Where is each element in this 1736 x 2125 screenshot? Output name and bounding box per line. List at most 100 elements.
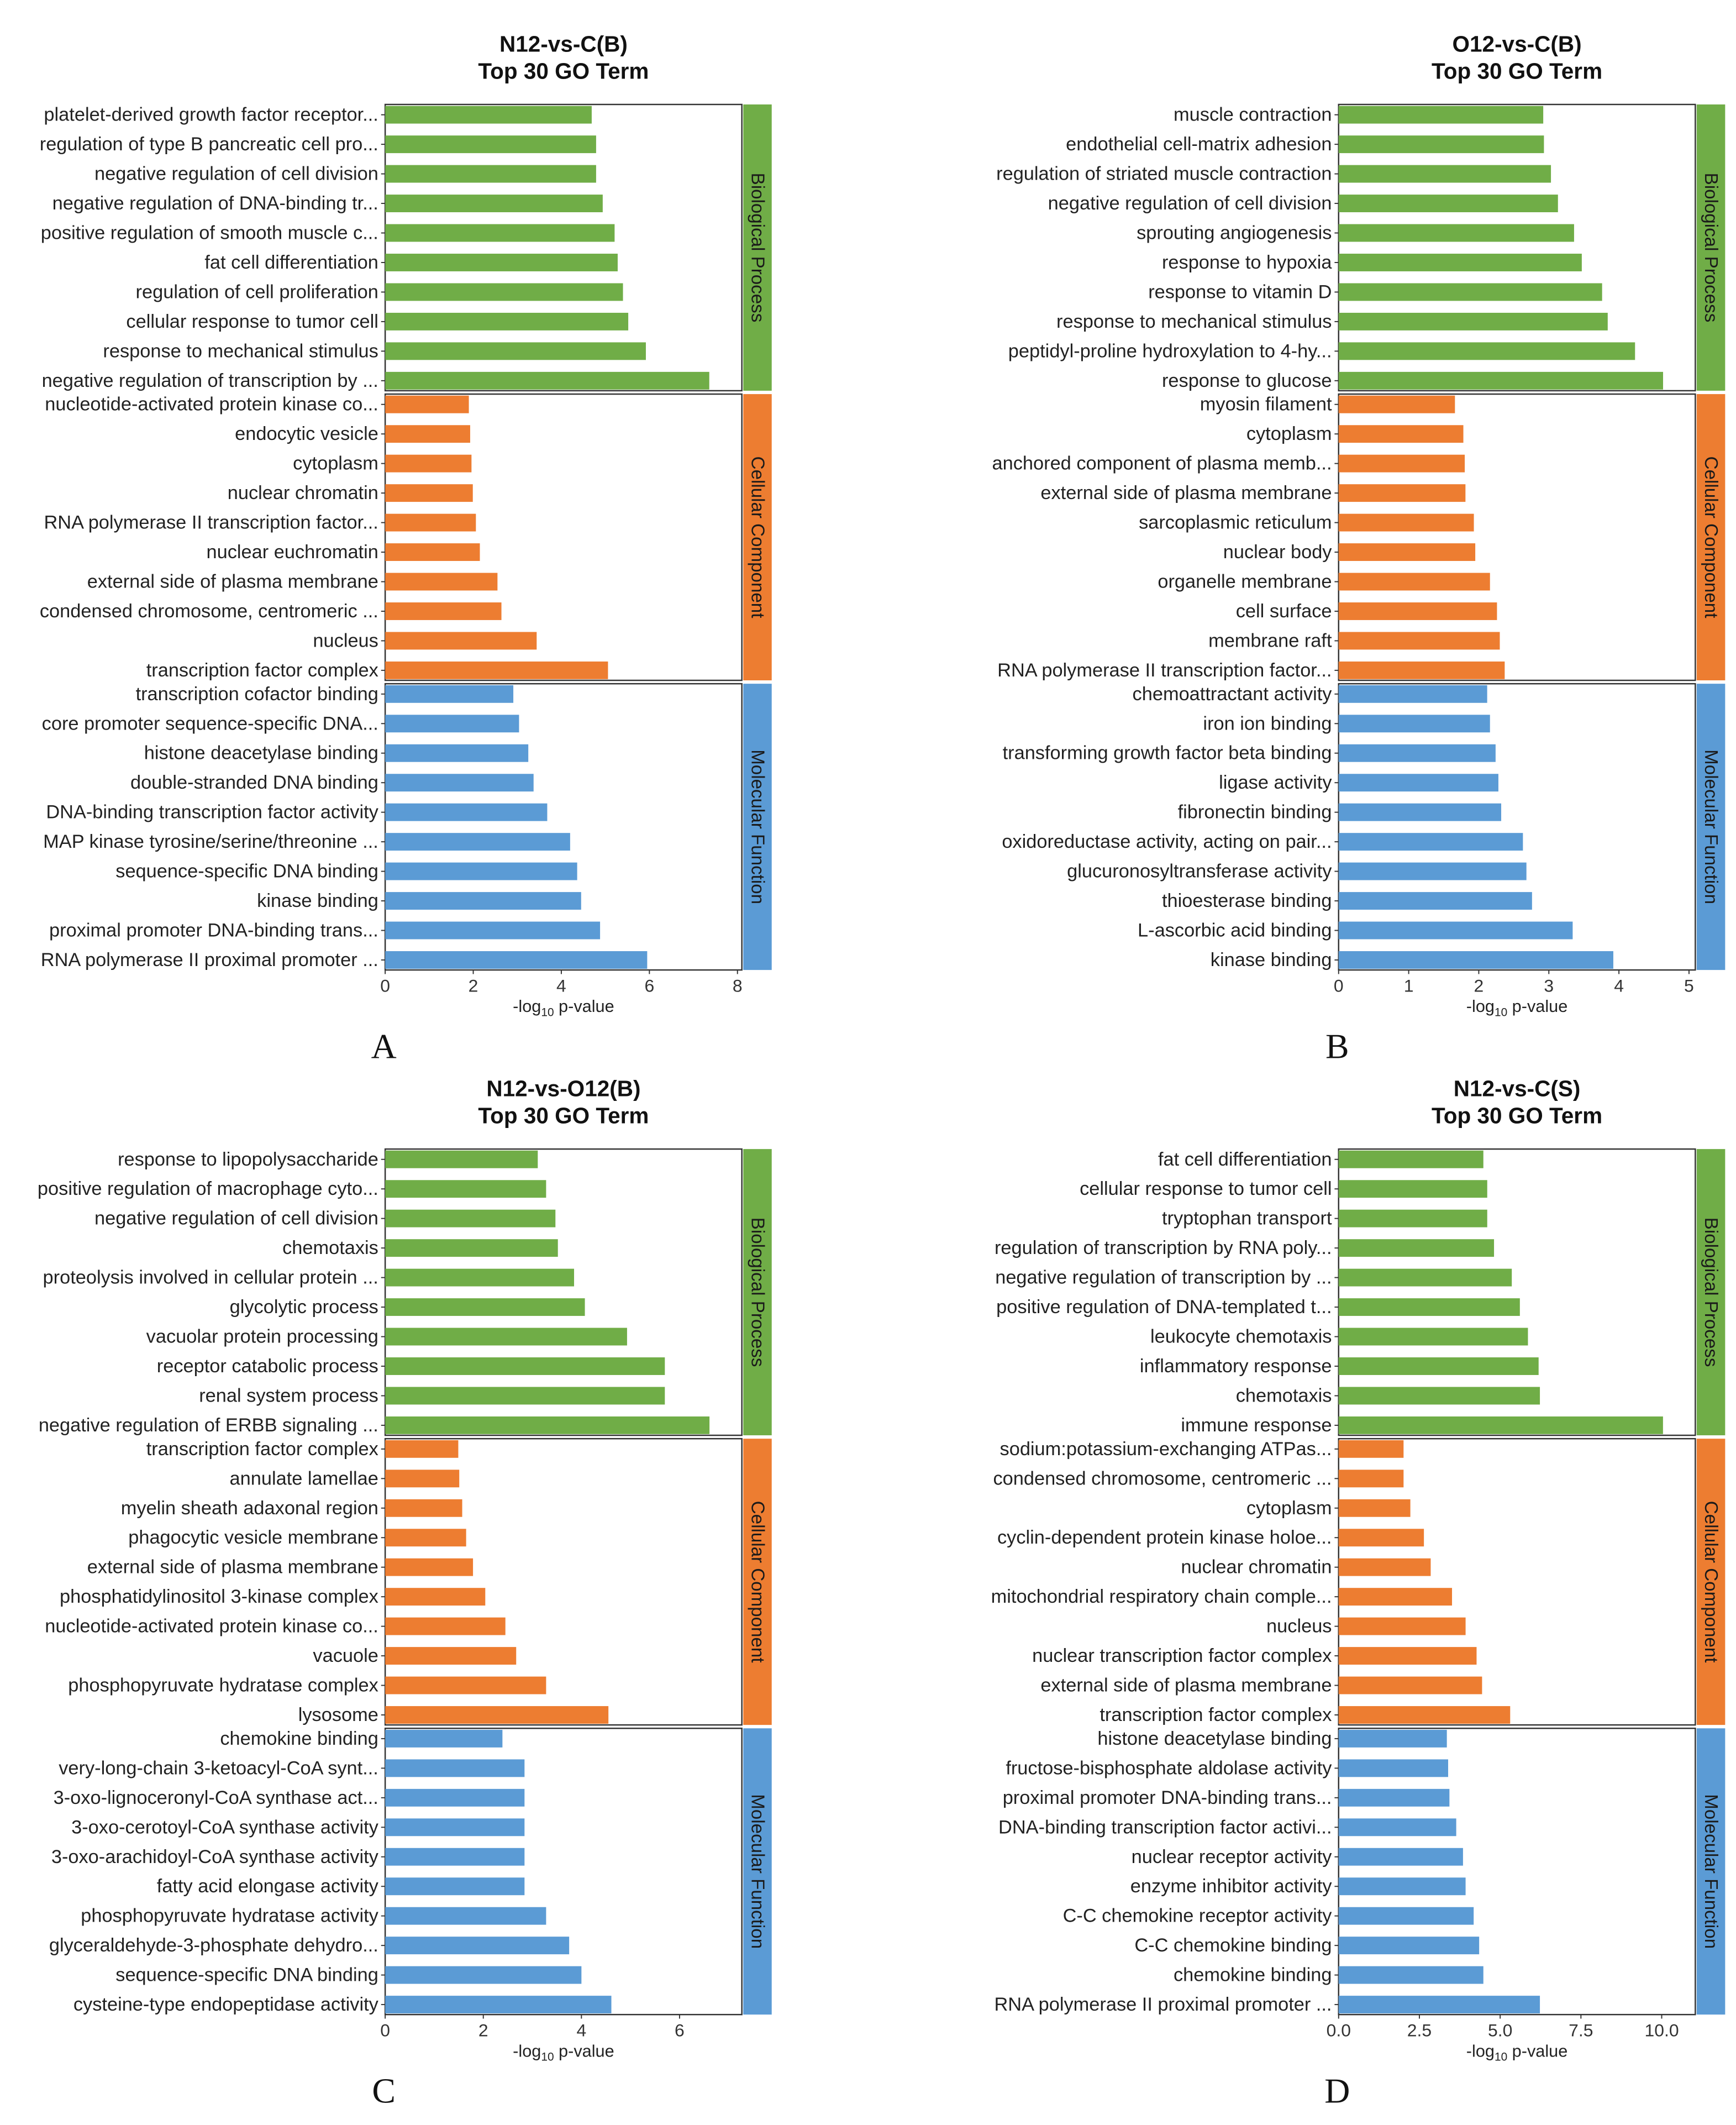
term-label: L-ascorbic acid binding — [1138, 920, 1332, 941]
term-bar — [385, 1558, 474, 1576]
facet-strip — [743, 1149, 772, 1436]
term-bar — [385, 774, 534, 792]
term-label: cytoplasm — [1246, 423, 1332, 444]
term-bar — [385, 661, 608, 679]
facet-cellular-component: sodium:potassium-exchanging ATPas... cond… — [991, 1437, 1726, 1726]
x-tick-label: 0 — [1334, 975, 1344, 995]
term-bar — [1338, 803, 1502, 821]
term-bar — [1338, 1647, 1477, 1665]
term-label: nucleotide-activated protein kinase co..… — [45, 1616, 378, 1637]
term-label: response to glucose — [1162, 370, 1332, 391]
term-bar — [1338, 1499, 1411, 1517]
term-label: very-long-chain 3-ketoacyl-CoA synt... — [59, 1757, 378, 1778]
term-label: vacuolar protein processing — [146, 1326, 378, 1347]
term-bar — [1338, 1239, 1495, 1257]
term-label: condensed chromosome, centromeric ... — [993, 1468, 1332, 1489]
facet-strip-label: Cellular Component — [1701, 1501, 1721, 1663]
term-label: negative regulation of transcription by … — [42, 370, 378, 391]
x-axis-title: -log10 p-value — [1466, 996, 1567, 1019]
panel-letter: B — [1325, 1027, 1349, 1066]
term-bar — [1338, 1529, 1424, 1547]
term-bar — [1338, 1558, 1431, 1576]
term-bar — [385, 1298, 585, 1316]
term-bar — [1338, 1848, 1463, 1866]
term-label: kinase binding — [1211, 949, 1332, 970]
term-label: phosphopyruvate hydratase complex — [68, 1675, 378, 1696]
term-bar — [385, 1328, 627, 1346]
term-bar — [385, 921, 601, 940]
term-label: cyclin-dependent protein kinase holoe... — [997, 1527, 1332, 1548]
term-label: negative regulation of cell division — [1048, 193, 1332, 214]
term-bar — [385, 1416, 710, 1434]
facet-molecular-function: transcription cofactor binding core promo… — [41, 683, 772, 971]
term-bar — [1338, 283, 1602, 301]
panel-d: N12-vs-C(S)Top 30 GO Term fat cell differ… — [991, 1075, 1726, 2111]
facet-strip — [1696, 1728, 1726, 2015]
panel-c: N12-vs-O12(B)Top 30 GO Term response to l… — [38, 1075, 772, 2111]
x-axis: 0 2 4 6 -log10 p-value — [380, 2014, 685, 2064]
x-tick-label: 1 — [1404, 975, 1414, 995]
facet-cellular-component: myosin filament cytoplasm anchored compone… — [992, 393, 1726, 681]
term-label: chemokine binding — [1174, 1965, 1332, 1986]
term-label: glyceraldehyde-3-phosphate dehydro... — [49, 1935, 378, 1956]
term-label: condensed chromosome, centromeric ... — [40, 601, 378, 622]
term-label: fat cell differentiation — [1158, 1149, 1332, 1170]
term-label: cell surface — [1236, 601, 1332, 622]
term-bar — [1338, 513, 1474, 532]
term-label: histone deacetylase binding — [1097, 1728, 1332, 1749]
term-bar — [1338, 921, 1573, 940]
term-bar — [1338, 454, 1465, 473]
facet-strip-label: Biological Process — [747, 1218, 767, 1367]
term-label: histone deacetylase binding — [144, 743, 378, 764]
facet-molecular-function: chemoattractant activity iron ion binding… — [1002, 683, 1726, 971]
term-bar — [1338, 1357, 1539, 1375]
term-bar — [385, 715, 519, 733]
x-tick-label: 5.0 — [1488, 2020, 1512, 2040]
term-bar — [385, 1706, 609, 1724]
term-label: glycolytic process — [230, 1297, 378, 1318]
term-label: chemotaxis — [282, 1237, 378, 1258]
term-bar — [385, 951, 648, 969]
term-label: 3-oxo-arachidoyl-CoA synthase activity — [51, 1846, 379, 1867]
term-label: transcription factor complex — [146, 660, 378, 681]
chart-title: N12-vs-C(S) — [1454, 1075, 1581, 1101]
term-bar — [1338, 1209, 1487, 1227]
term-bar — [385, 1877, 525, 1896]
term-bar — [1338, 1387, 1540, 1405]
facet-strip — [743, 1439, 772, 1725]
term-label: external side of plasma membrane — [87, 571, 378, 592]
term-label: response to vitamin D — [1148, 281, 1332, 302]
term-label: cytoplasm — [293, 453, 378, 474]
term-bar — [1338, 1268, 1512, 1287]
x-tick-label: 4 — [576, 2020, 586, 2040]
term-bar — [1338, 1706, 1511, 1724]
term-bar — [385, 371, 709, 390]
term-label: cytoplasm — [1246, 1498, 1332, 1519]
term-label: core promoter sequence-specific DNA... — [42, 713, 378, 734]
facet-strip — [1696, 394, 1726, 681]
term-label: response to mechanical stimulus — [103, 340, 378, 361]
term-label: RNA polymerase II transcription factor..… — [997, 660, 1332, 681]
term-label: nuclear euchromatin — [207, 542, 378, 563]
term-label: transcription cofactor binding — [136, 684, 378, 705]
term-bar — [385, 1617, 506, 1635]
term-bar — [1338, 1788, 1450, 1807]
term-label: membrane raft — [1208, 630, 1332, 651]
term-label: C-C chemokine receptor activity — [1063, 1906, 1333, 1927]
term-bar — [385, 312, 629, 330]
term-label: inflammatory response — [1140, 1356, 1332, 1377]
term-label: MAP kinase tyrosine/serine/threonine ... — [43, 831, 378, 852]
term-bar — [385, 803, 548, 821]
facet-molecular-function: chemokine binding very-long-chain 3-ketoa… — [49, 1728, 772, 2016]
term-bar — [1338, 1470, 1404, 1488]
term-bar — [1338, 543, 1476, 562]
term-label: organelle membrane — [1158, 571, 1332, 592]
term-label: double-stranded DNA binding — [130, 772, 378, 793]
term-label: transcription factor complex — [146, 1439, 378, 1460]
term-label: cellular response to tumor cell — [1080, 1178, 1332, 1199]
term-bar — [385, 1470, 460, 1488]
term-label: negative regulation of ERBB signaling ..… — [39, 1415, 378, 1436]
term-bar — [385, 632, 537, 650]
term-bar — [1338, 1676, 1482, 1694]
term-label: endothelial cell-matrix adhesion — [1066, 134, 1332, 155]
